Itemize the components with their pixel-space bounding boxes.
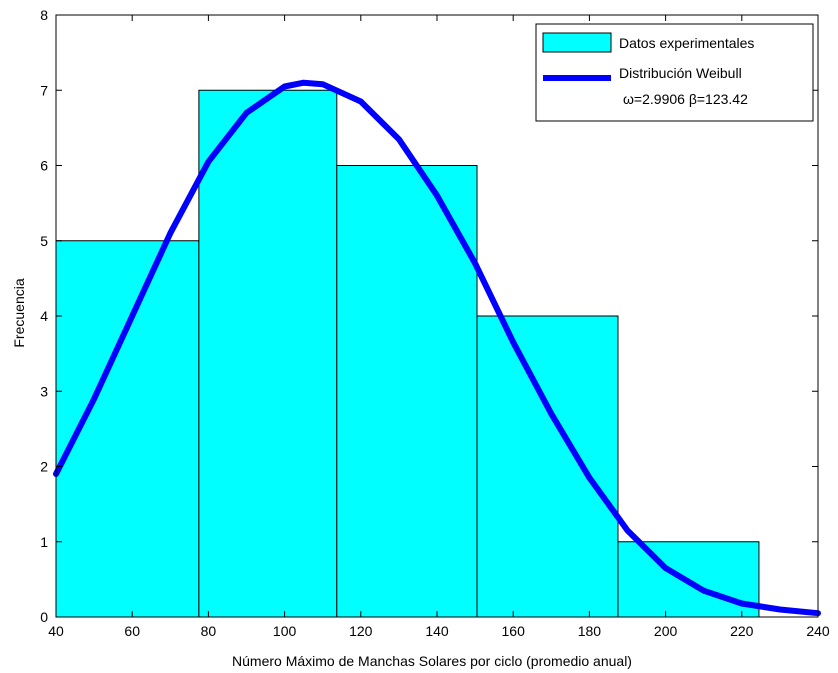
y-tick-label: 5 xyxy=(40,233,48,249)
histogram-bar-2 xyxy=(198,89,338,618)
legend-label-curve: Distribución Weibull xyxy=(619,65,742,81)
weibull-curve xyxy=(53,79,821,617)
x-tick-label: 220 xyxy=(730,623,754,639)
y-axis-label: Frecuencia xyxy=(11,278,27,347)
x-axis-label: Número Máximo de Manchas Solares por cic… xyxy=(232,653,632,669)
legend-label-histogram: Datos experimentales xyxy=(619,35,754,51)
y-tick-label: 8 xyxy=(40,7,48,23)
x-tick-label: 160 xyxy=(502,623,526,639)
x-tick-label: 240 xyxy=(806,623,830,639)
x-tick-label: 200 xyxy=(654,623,678,639)
y-tick-label: 1 xyxy=(40,534,48,550)
x-tick-label: 60 xyxy=(124,623,140,639)
legend-label-curve-params: ω=2.9906 β=123.42 xyxy=(623,91,748,107)
y-tick-label: 2 xyxy=(40,459,48,475)
axes xyxy=(55,14,819,618)
tick-labels: 40 60 80 100 120 140 160 180 200 220 240 0 1 2 3 4 5 6 7 8 xyxy=(40,7,830,639)
legend: Datos experimentales Distribución Weibul… xyxy=(535,23,814,122)
histogram-bars xyxy=(55,89,760,618)
x-tick-label: 80 xyxy=(201,623,217,639)
x-tick-label: 100 xyxy=(273,623,297,639)
y-tick-label: 0 xyxy=(40,609,48,625)
x-tick-label: 140 xyxy=(425,623,449,639)
x-tick-label: 40 xyxy=(48,623,64,639)
x-tick-label: 120 xyxy=(349,623,373,639)
y-tick-label: 7 xyxy=(40,82,48,98)
y-tick-label: 3 xyxy=(40,383,48,399)
histogram-bar-4 xyxy=(476,315,619,618)
y-tick-label: 4 xyxy=(40,308,48,324)
histogram-bar-3 xyxy=(336,165,478,618)
y-tick-label: 6 xyxy=(40,158,48,174)
x-tick-label: 180 xyxy=(578,623,602,639)
weibull-curve-layer xyxy=(53,79,821,617)
legend-swatch-histogram xyxy=(542,32,612,53)
